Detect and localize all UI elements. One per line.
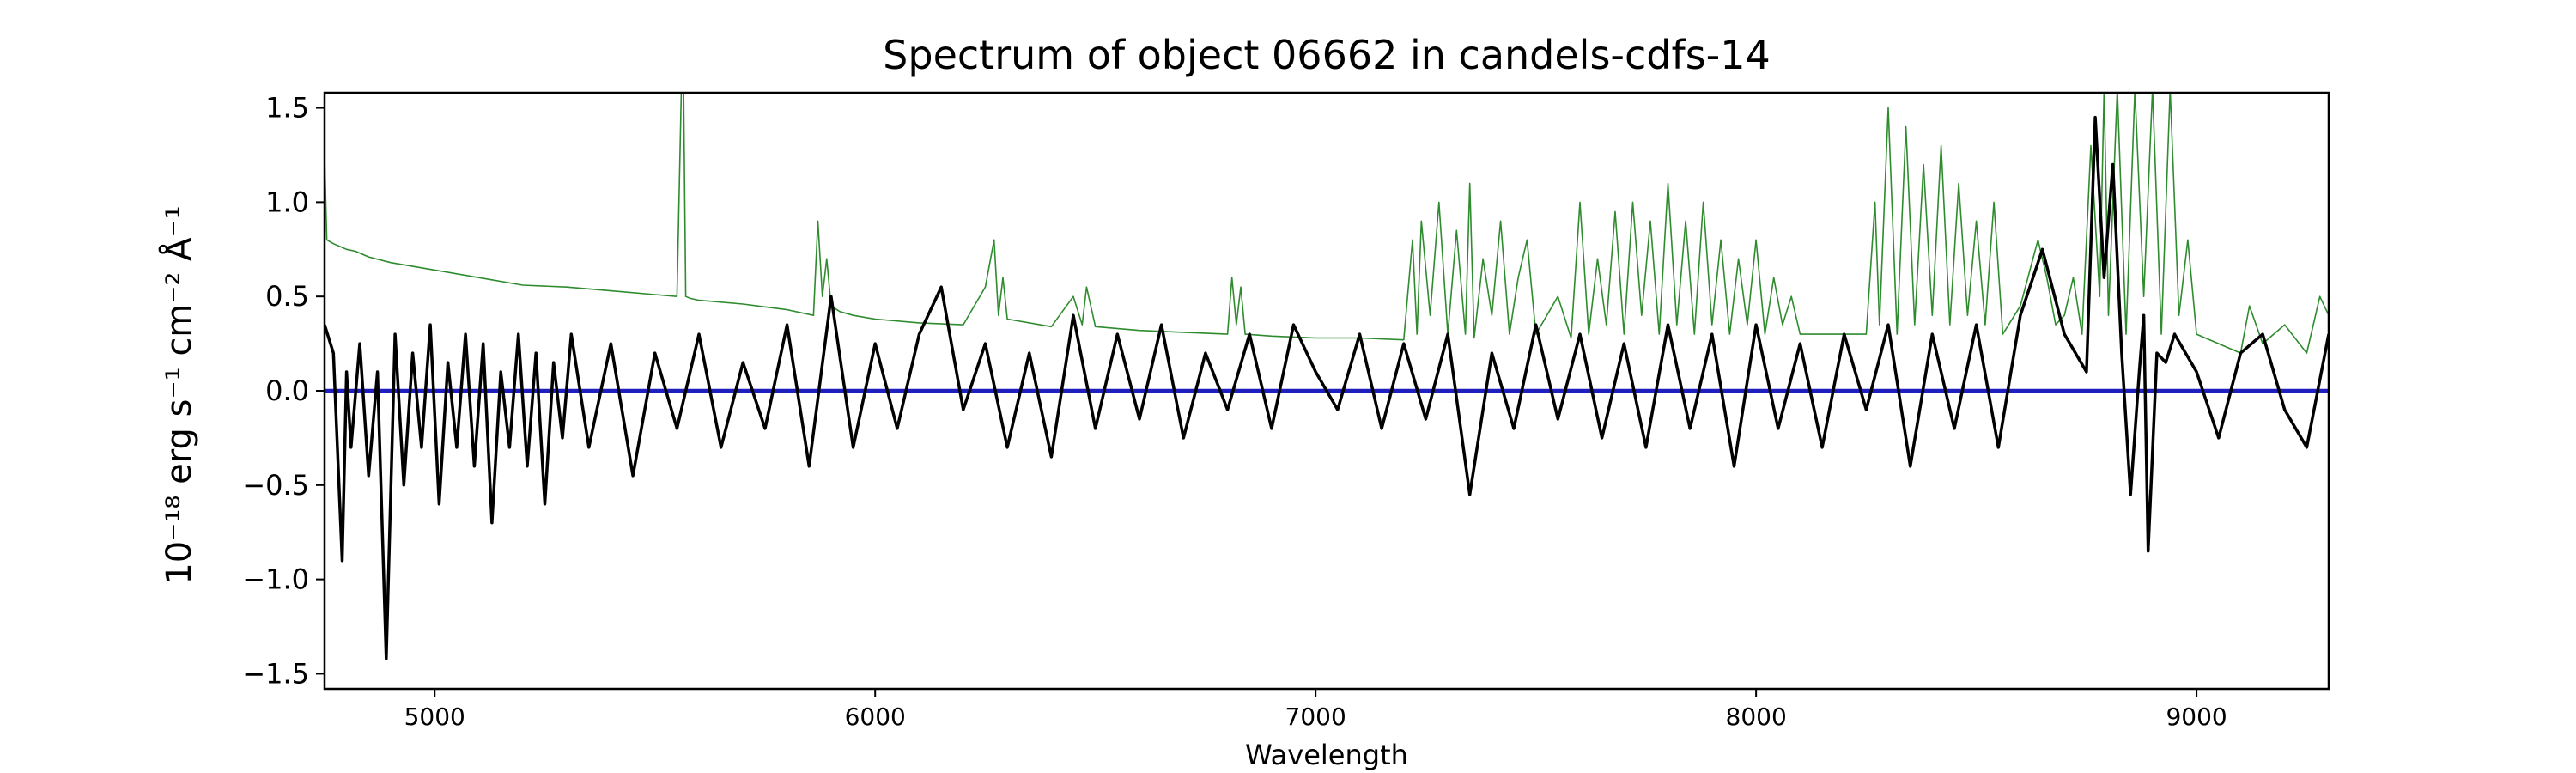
y-tick-label: −1.0 <box>242 563 309 596</box>
series-line-error <box>325 93 2329 354</box>
y-tick-label: −1.5 <box>242 657 309 690</box>
y-tick-label: 1.5 <box>265 92 309 125</box>
y-tick-label: −0.5 <box>242 469 309 502</box>
y-tick-label: 1.0 <box>265 186 309 218</box>
x-tick-label: 9000 <box>2166 703 2227 731</box>
series-line-flux <box>325 115 2329 660</box>
x-tick-label: 5000 <box>404 703 465 731</box>
chart-title: Spectrum of object 06662 in candels-cdfs… <box>883 32 1771 78</box>
x-tick-label: 8000 <box>1726 703 1787 731</box>
axes: 5000 6000 7000 8000 9000 −1.5 −1.0 −0.5 0.0 0.5 1.… <box>242 92 2330 731</box>
x-axis-label: Wavelength <box>1245 739 1408 771</box>
x-tick-label: 6000 <box>845 703 906 731</box>
y-axis-label: 10⁻¹⁸ erg s⁻¹ cm⁻² Å⁻¹ <box>158 205 199 584</box>
plot-area <box>325 93 2329 660</box>
y-tick-label: 0.5 <box>265 280 309 313</box>
x-tick-label: 7000 <box>1285 703 1346 731</box>
y-tick-label: 0.0 <box>265 374 309 407</box>
